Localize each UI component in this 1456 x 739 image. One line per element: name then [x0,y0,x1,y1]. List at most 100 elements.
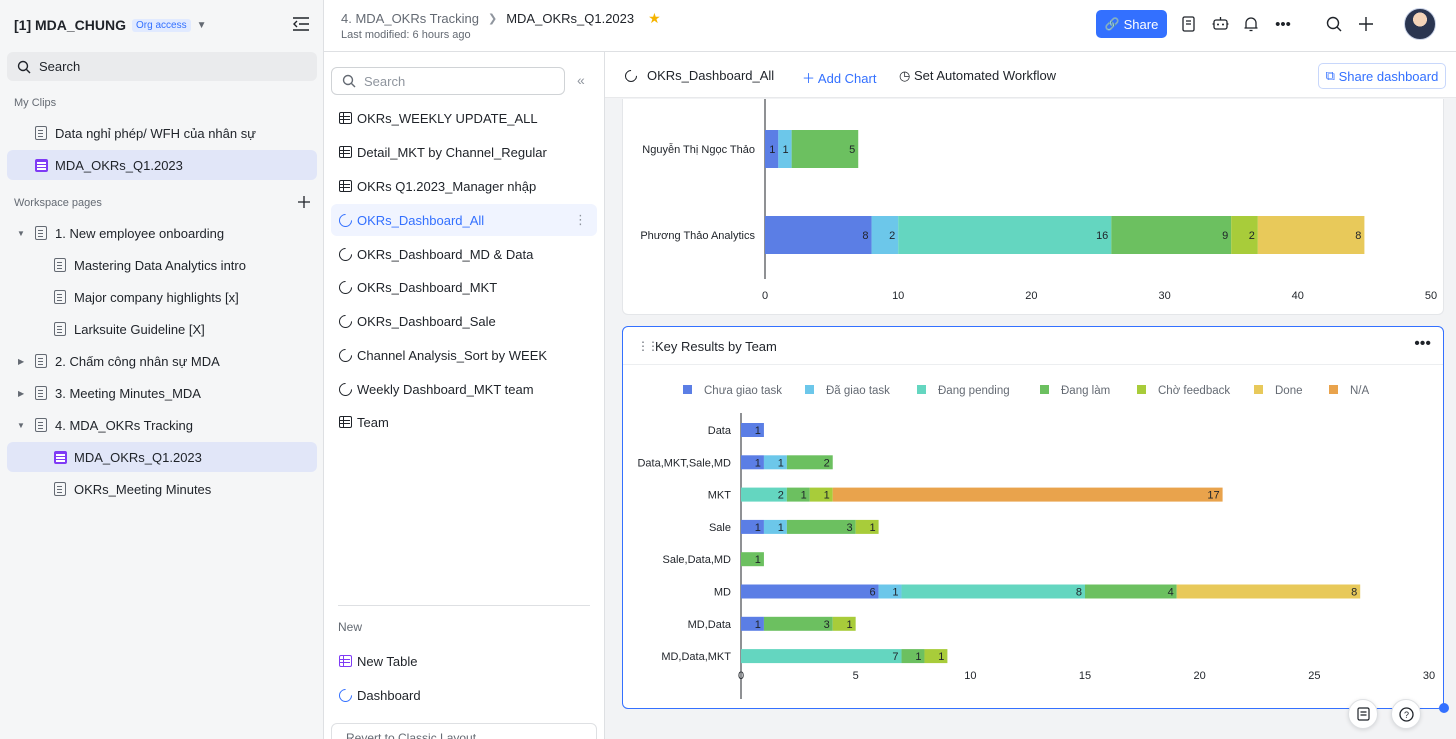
caret-right-icon[interactable]: ▶ [18,388,25,398]
category-label: MD [714,587,731,599]
table-item[interactable]: OKRs_WEEKLY UPDATE_ALL [331,102,597,134]
legend-swatch [1137,385,1146,394]
search-placeholder: Search [364,73,406,89]
data-label: 16 [1096,230,1108,242]
dashboard-item[interactable]: OKRs_Dashboard_MKT [331,271,597,303]
caret-down-icon[interactable]: ▼ [17,228,25,238]
caret-right-icon[interactable]: ▶ [18,356,25,366]
data-label: 1 [915,651,921,663]
table-item[interactable]: OKRs Q1.2023_Manager nhập [331,170,597,202]
legend-entry: Đã giao task [826,385,890,397]
workspace-title[interactable]: [1] MDA_CHUNG [14,17,126,33]
page-item[interactable]: Larksuite Guideline [X] [7,314,317,344]
more-horizontal-icon[interactable]: ••• [1275,15,1291,33]
page-item[interactable]: ▼ 4. MDA_OKRs Tracking [7,410,317,440]
search-label: Search [39,59,81,74]
help-icon[interactable]: ? [1391,699,1421,729]
data-label: 4 [1168,587,1174,599]
caret-down-icon[interactable]: ▼ [17,420,25,430]
search-icon[interactable] [1324,14,1344,34]
page-item[interactable]: MDA_OKRs_Q1.2023 [7,442,317,472]
resize-handle[interactable] [1439,703,1449,713]
sidebar-search[interactable]: Search [7,52,317,81]
share-dashboard-button[interactable]: ⧉ Share dashboard [1318,63,1446,89]
drag-handle-icon[interactable]: ⋮⋮ [637,339,659,353]
chart-card-owner[interactable]: 0 10 20 30 40 50 Nguyễn Thị Ngọc Thảo 1 1 5 Phương… [622,99,1444,315]
clip-item[interactable]: MDA_OKRs_Q1.2023 [7,150,317,180]
bell-icon[interactable] [1241,14,1261,34]
bar-segment [1085,584,1177,599]
plus-icon[interactable] [1356,14,1376,34]
divider [338,605,590,606]
page-label: 2. Chấm công nhân sự MDA [55,353,220,369]
table-label: OKRs_WEEKLY UPDATE_ALL [357,110,538,126]
bar-segment [1176,584,1361,599]
clip-item[interactable]: Data nghỉ phép/ WFH của nhân sự [7,118,317,148]
table-item[interactable]: Team [331,406,597,438]
add-chart-button[interactable]: ＋ Add Chart [802,68,876,87]
x-tick-label: 5 [853,670,859,682]
dashboard-icon [336,311,355,331]
page-item[interactable]: Mastering Data Analytics intro [7,250,317,280]
dashboard-item[interactable]: OKRs_Dashboard_MD & Data [331,238,597,270]
dashboard-item[interactable]: OKRs_Dashboard_Sale [331,305,597,337]
dashboard-item[interactable]: OKRs_Dashboard_All ⋮ [331,204,597,236]
x-tick-label: 20 [1194,670,1206,682]
bar-segment [1257,216,1365,254]
breadcrumb-parent[interactable]: 4. MDA_OKRs Tracking [341,11,479,26]
share-button[interactable]: 🔗 Share [1096,10,1167,38]
chevron-down-icon[interactable]: ▼ [196,19,207,31]
new-dashboard-button[interactable]: Dashboard [331,679,597,711]
dashboard-item[interactable]: Weekly Dashboard_MKT team [331,373,597,405]
page-item[interactable]: OKRs_Meeting Minutes [7,474,317,504]
bar-segment [765,130,779,168]
page-item[interactable]: ▶ 2. Chấm công nhân sự MDA [7,346,317,376]
revert-layout-button[interactable]: Revert to Classic Layout [331,723,597,739]
x-tick-label: 10 [964,670,976,682]
more-vertical-icon[interactable]: ⋮ [574,212,587,227]
workspace-header[interactable]: [1] MDA_CHUNG Org access ▼ [14,14,206,36]
doc-icon [35,386,47,400]
bot-icon[interactable] [1210,14,1230,34]
chart-card-key-results[interactable]: ⋮⋮ Key Results by Team ••• Chưa giao tas… [622,326,1444,709]
page-label: OKRs_Meeting Minutes [74,481,212,497]
dashboard-area: OKRs_Dashboard_All ＋ Add Chart ◷ Set Aut… [605,52,1456,739]
dashboard-label: Weekly Dashboard_MKT team [357,381,534,397]
table-item[interactable]: Detail_MKT by Channel_Regular [331,136,597,168]
collapse-sidebar-icon[interactable] [292,16,310,32]
data-label: 1 [755,554,761,566]
base-icon [54,451,67,464]
page-item[interactable]: ▶ 3. Meeting Minutes_MDA [7,378,317,408]
sidebar: [1] MDA_CHUNG Org access ▼ Search My Cli… [0,0,324,739]
document-info-icon[interactable] [1179,14,1199,34]
my-clips-label: My Clips [14,97,57,109]
chevron-right-icon: ❯ [488,13,498,25]
legend-swatch [805,385,814,394]
more-horizontal-icon[interactable]: ••• [1414,335,1431,352]
x-tick-label: 20 [1025,290,1037,302]
dashboard-icon [622,67,640,84]
bar-segment [763,455,787,470]
breadcrumb-current[interactable]: MDA_OKRs_Q1.2023 [506,11,635,26]
bar-segment [901,584,1085,599]
star-icon[interactable]: ★ [648,10,661,26]
table-icon [339,112,352,124]
bar-segment [1111,216,1232,254]
new-table-button[interactable]: New Table [331,645,597,677]
collapse-panel-icon[interactable]: « [577,72,585,88]
avatar[interactable] [1404,8,1436,40]
category-label: Phương Thảo Analytics [640,230,755,242]
page-item[interactable]: Major company highlights [x] [7,282,317,312]
table-label: Detail_MKT by Channel_Regular [357,144,547,160]
search-icon [17,60,31,73]
add-page-icon[interactable] [297,195,311,209]
notes-icon[interactable] [1348,699,1378,729]
dashboard-title-text: OKRs_Dashboard_All [647,68,775,83]
dashboard-icon [336,210,355,230]
automated-workflow-button[interactable]: ◷ Set Automated Workflow [899,68,1056,84]
legend-entry: Chưa giao task [704,385,782,397]
dashboard-item[interactable]: Channel Analysis_Sort by WEEK [331,339,597,371]
page-item[interactable]: ▼ 1. New employee onboarding [7,218,317,248]
table-search-input[interactable]: Search [331,67,565,95]
clip-label: Data nghỉ phép/ WFH của nhân sự [55,125,256,141]
